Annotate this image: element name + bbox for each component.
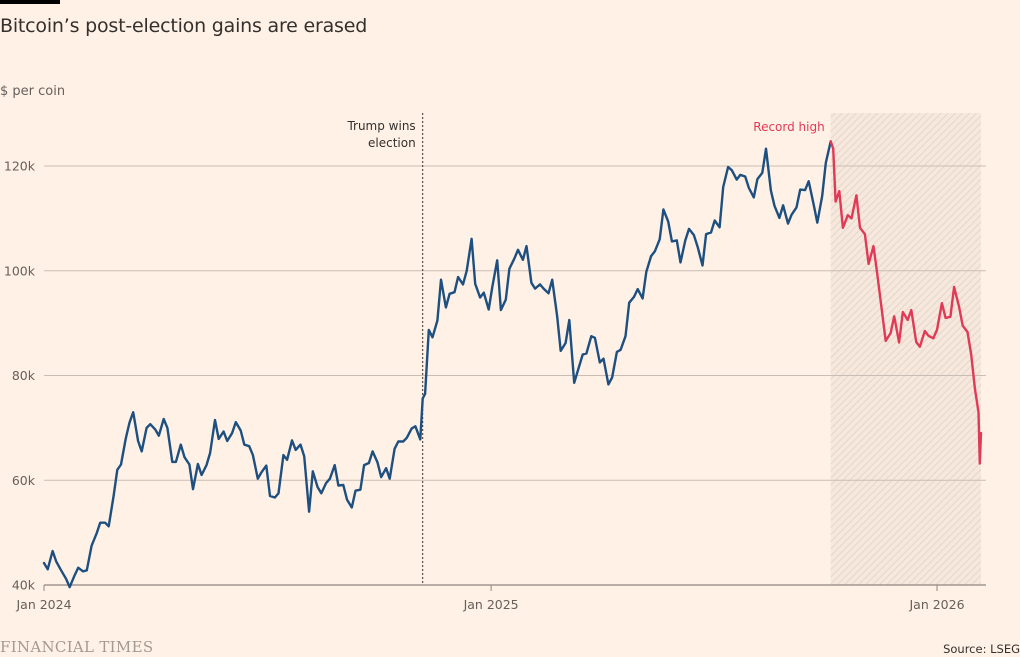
price-line-pre-record [42, 140, 832, 589]
y-axis-unit-label: $ per coin [0, 84, 66, 99]
brand-bar [0, 0, 60, 4]
price-line-post-record [829, 140, 983, 465]
y-tick-label: 60k [12, 473, 36, 488]
election-annotation-label: Trump wins [346, 119, 415, 133]
ft-logo: FINANCIAL TIMES [0, 638, 154, 656]
source-note: Source: LSEG [943, 642, 1020, 656]
x-tick-label: Jan 2025 [463, 597, 519, 612]
y-tick-label: 40k [12, 578, 36, 593]
y-tick-label: 100k [4, 263, 36, 278]
y-tick-label: 120k [4, 159, 36, 174]
x-tick-label: Jan 2024 [15, 597, 71, 612]
post-record-shaded-region [830, 113, 981, 585]
record-high-label: Record high [753, 120, 824, 134]
y-tick-label: 80k [12, 368, 36, 383]
election-annotation-label: election [368, 136, 416, 150]
chart-title: Bitcoin’s post-election gains are erased [0, 15, 368, 37]
x-tick-label: Jan 2026 [908, 597, 964, 612]
